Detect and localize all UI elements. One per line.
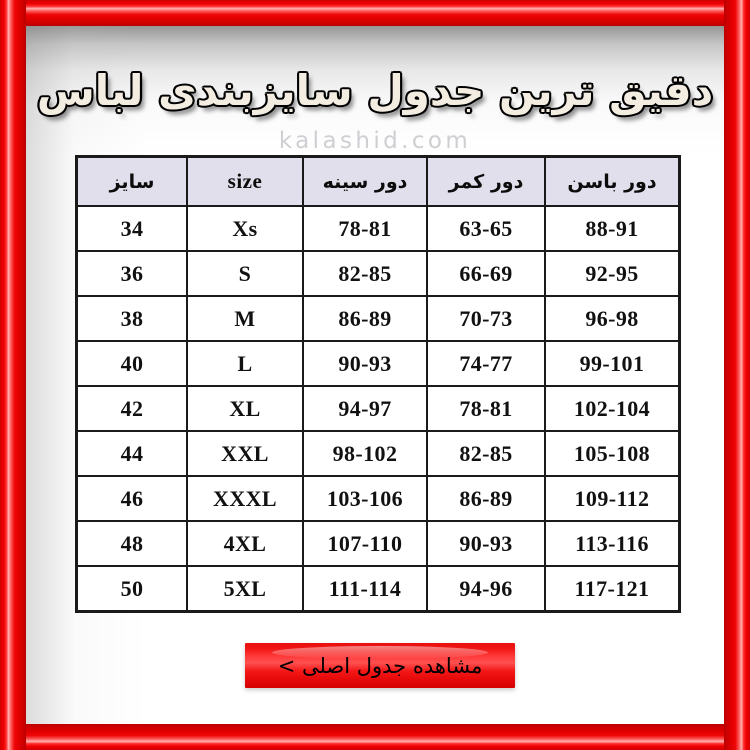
cell-waist: 94-96 [426,565,546,612]
table-row: 99-101 74-77 90-93 L 40 [76,340,680,387]
column-header-size: size [186,156,304,207]
column-header-size-number: سایز [76,156,188,207]
view-original-table-label: مشاهده جدول اصلی > [277,653,483,678]
cell-hip: 117-121 [544,565,680,612]
cell-bust: 107-110 [302,520,428,567]
cell-waist: 74-77 [426,340,546,387]
cell-size: 5XL [186,565,304,612]
cell-hip: 99-101 [544,340,680,387]
table-row: 113-116 90-93 107-110 4XL 48 [76,520,680,567]
cell-size: M [186,295,304,342]
cell-size-number: 38 [76,295,188,342]
view-original-table-button[interactable]: مشاهده جدول اصلی > [245,643,515,688]
table-row: 117-121 94-96 111-114 5XL 50 [76,565,680,612]
cell-waist: 70-73 [426,295,546,342]
cell-hip: 88-91 [544,205,680,252]
cell-waist: 63-65 [426,205,546,252]
cell-size: 4XL [186,520,304,567]
cell-size: Xs [186,205,304,252]
table-row: 96-98 70-73 86-89 M 38 [76,295,680,342]
cell-waist: 86-89 [426,475,546,522]
cell-waist: 90-93 [426,520,546,567]
cell-bust: 86-89 [302,295,428,342]
column-header-hip: دور باسن [544,156,680,207]
table-row: 109-112 86-89 103-106 XXXL 46 [76,475,680,522]
size-table-body: 88-91 63-65 78-81 Xs 34 92-95 66-69 82-8… [76,205,680,612]
column-header-waist: دور کمر [426,156,546,207]
size-table-header: دور باسن دور کمر دور سینه size سایز [76,156,680,207]
cell-hip: 109-112 [544,475,680,522]
site-watermark: kalashid.com [278,128,472,154]
cell-hip: 105-108 [544,430,680,477]
cell-bust: 90-93 [302,340,428,387]
column-header-bust: دور سینه [302,156,428,207]
cell-bust: 98-102 [302,430,428,477]
cell-size: L [186,340,304,387]
cell-size-number: 46 [76,475,188,522]
cell-size-number: 34 [76,205,188,252]
cell-bust: 111-114 [302,565,428,612]
cell-size-number: 36 [76,250,188,297]
frame-border-bottom [0,724,750,750]
cell-bust: 78-81 [302,205,428,252]
table-row: 105-108 82-85 98-102 XXL 44 [76,430,680,477]
cell-hip: 92-95 [544,250,680,297]
cell-waist: 78-81 [426,385,546,432]
cell-size: XXXL [186,475,304,522]
frame-border-right [724,0,750,750]
cell-size-number: 50 [76,565,188,612]
table-row: 92-95 66-69 82-85 S 36 [76,250,680,297]
cell-size: XXL [186,430,304,477]
poster-canvas: دقیق ترین جدول سایزبندی لباس kalashid.co… [26,26,724,724]
table-row: 102-104 78-81 94-97 XL 42 [76,385,680,432]
table-row: 88-91 63-65 78-81 Xs 34 [76,205,680,252]
cell-size-number: 40 [76,340,188,387]
cell-waist: 82-85 [426,430,546,477]
cell-hip: 113-116 [544,520,680,567]
cell-size-number: 48 [76,520,188,567]
cell-bust: 103-106 [302,475,428,522]
cell-size: XL [186,385,304,432]
cell-waist: 66-69 [426,250,546,297]
frame-border-left [0,0,26,750]
clothing-size-table: دور باسن دور کمر دور سینه size سایز 88-9… [76,156,680,612]
cell-bust: 82-85 [302,250,428,297]
cell-hip: 102-104 [544,385,680,432]
page-title: دقیق ترین جدول سایزبندی لباس [36,66,714,115]
table-header-row: دور باسن دور کمر دور سینه size سایز [76,156,680,207]
frame-border-top [0,0,750,26]
cell-size-number: 42 [76,385,188,432]
cell-size: S [186,250,304,297]
cell-bust: 94-97 [302,385,428,432]
cell-hip: 96-98 [544,295,680,342]
cell-size-number: 44 [76,430,188,477]
